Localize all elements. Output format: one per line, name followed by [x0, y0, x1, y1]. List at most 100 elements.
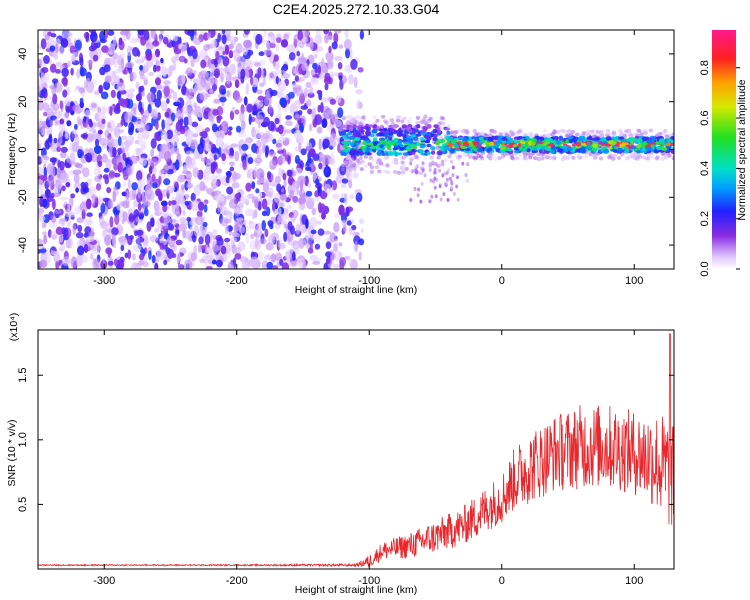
spectrogram-cell — [326, 256, 331, 265]
spectrogram-cell — [220, 245, 227, 255]
spectrogram-cell — [134, 147, 144, 153]
spectrogram-cell — [358, 151, 365, 156]
spectrogram-cell — [270, 89, 278, 97]
spectrogram-cell — [326, 59, 334, 66]
spectrogram-cell — [103, 167, 110, 173]
spectrogram-cell — [348, 136, 355, 140]
spectrogram-cell — [163, 178, 171, 186]
spectrogram-cell — [552, 129, 557, 133]
spectrogram-cell — [65, 182, 71, 188]
spectrogram-cell — [360, 159, 365, 164]
spectrogram-cell — [414, 170, 420, 174]
spectrogram-cell — [146, 221, 152, 232]
spectrogram-cell — [276, 183, 282, 193]
spectrogram-cell — [162, 36, 169, 45]
spectrogram-cell — [650, 144, 655, 149]
spectrogram-cell — [100, 157, 109, 163]
spectrogram-cell — [43, 111, 48, 117]
spectrogram-cell — [440, 162, 445, 167]
spectrogram-cell — [225, 155, 235, 160]
spectrogram-cell — [664, 134, 670, 139]
spectrogram-cell — [281, 188, 285, 193]
spectrogram-cell — [263, 49, 273, 56]
spectrogram-cell — [137, 202, 142, 211]
spectrogram-cell — [75, 232, 84, 239]
spectrogram-cell — [107, 121, 111, 129]
spectrogram-cell — [420, 181, 424, 186]
spectrogram-cell — [624, 148, 629, 154]
spectrogram-cell — [366, 152, 372, 156]
spectrogram-cell — [77, 245, 85, 256]
spectrogram-cell — [298, 142, 302, 153]
spectrogram-cell — [433, 124, 439, 128]
spectrogram-cell — [464, 148, 471, 152]
spectrogram-cell — [288, 52, 296, 61]
spectrogram-cell — [421, 161, 425, 166]
spectrogram-cell — [177, 263, 184, 269]
spectrogram-cell — [269, 159, 277, 170]
spectrogram-cell — [422, 125, 427, 131]
spectrogram-cell — [58, 219, 66, 225]
spectrogram-cell — [117, 136, 122, 147]
snr-y-tick-label: 1.5 — [17, 368, 29, 383]
spectrogram-cell — [305, 99, 312, 108]
spectrogram-cell — [314, 67, 319, 74]
spectrogram-cell — [253, 199, 259, 209]
spectrogram-cell — [255, 188, 260, 194]
spectrogram-cell — [568, 139, 574, 144]
spectrogram-cell — [229, 166, 235, 172]
spectrogram-cell — [148, 165, 153, 175]
spectrogram-cell — [307, 92, 315, 98]
spectrogram-cell — [437, 129, 442, 134]
spectrogram-cell — [166, 98, 170, 104]
spectrogram-cell — [294, 146, 299, 152]
spectrogram-cell — [608, 146, 614, 150]
spectrogram-cell — [414, 129, 420, 133]
spectrogram-cell — [603, 148, 609, 153]
spectrogram-cell — [432, 171, 437, 176]
spectrogram-cell — [88, 231, 95, 237]
spectrogram-cell — [99, 216, 105, 226]
spectrogram-cell — [78, 87, 86, 94]
spectrogram-cell — [362, 135, 369, 138]
spectrogram-cell — [222, 30, 226, 35]
spectrogram-cell — [464, 173, 468, 178]
spectrogram-cell — [317, 202, 323, 214]
spectrogram-cell — [132, 244, 142, 252]
spectrogram-cell — [292, 240, 300, 250]
spectrogram-cell — [291, 104, 298, 111]
spectrogram-cell — [142, 130, 150, 140]
spectrogram-cell — [205, 265, 213, 269]
spectrogram-cell — [275, 44, 279, 52]
spectrogram-cell — [78, 118, 82, 126]
spectrogram-cell — [256, 222, 262, 234]
spectrogram-cell — [382, 119, 388, 124]
spectrogram-cell — [154, 227, 160, 233]
spectrogram-cell — [307, 108, 313, 115]
spectrogram-x-tick-label: 0 — [499, 275, 505, 287]
spectrogram-cell — [499, 146, 506, 150]
spectrogram-cell — [60, 245, 65, 251]
spectrogram-cell — [175, 159, 180, 171]
spectrogram-cell — [150, 30, 157, 40]
spectrogram-cell — [532, 147, 538, 151]
spectrogram-cell — [217, 32, 222, 43]
spectrogram-cell — [204, 234, 211, 245]
spectrogram-cell — [106, 187, 112, 194]
spectrogram-cell — [79, 57, 84, 66]
spectrogram-cell — [378, 137, 385, 142]
spectrogram-x-tick-label: -200 — [226, 275, 248, 287]
spectrogram-cell — [125, 62, 134, 68]
spectrogram-cell — [294, 154, 300, 165]
spectrogram-cell — [84, 109, 91, 118]
spectrogram-cell — [55, 226, 64, 235]
spectrogram-cell — [329, 98, 337, 105]
spectrogram-cell — [474, 137, 478, 142]
spectrogram-cell — [139, 157, 147, 167]
spectrogram-cell — [115, 103, 121, 112]
spectrogram-cell — [123, 181, 127, 188]
spectrogram-cell — [272, 61, 281, 70]
spectrogram-cell — [58, 132, 63, 144]
spectrogram-cell — [121, 191, 127, 197]
spectrogram-cell — [273, 193, 280, 203]
